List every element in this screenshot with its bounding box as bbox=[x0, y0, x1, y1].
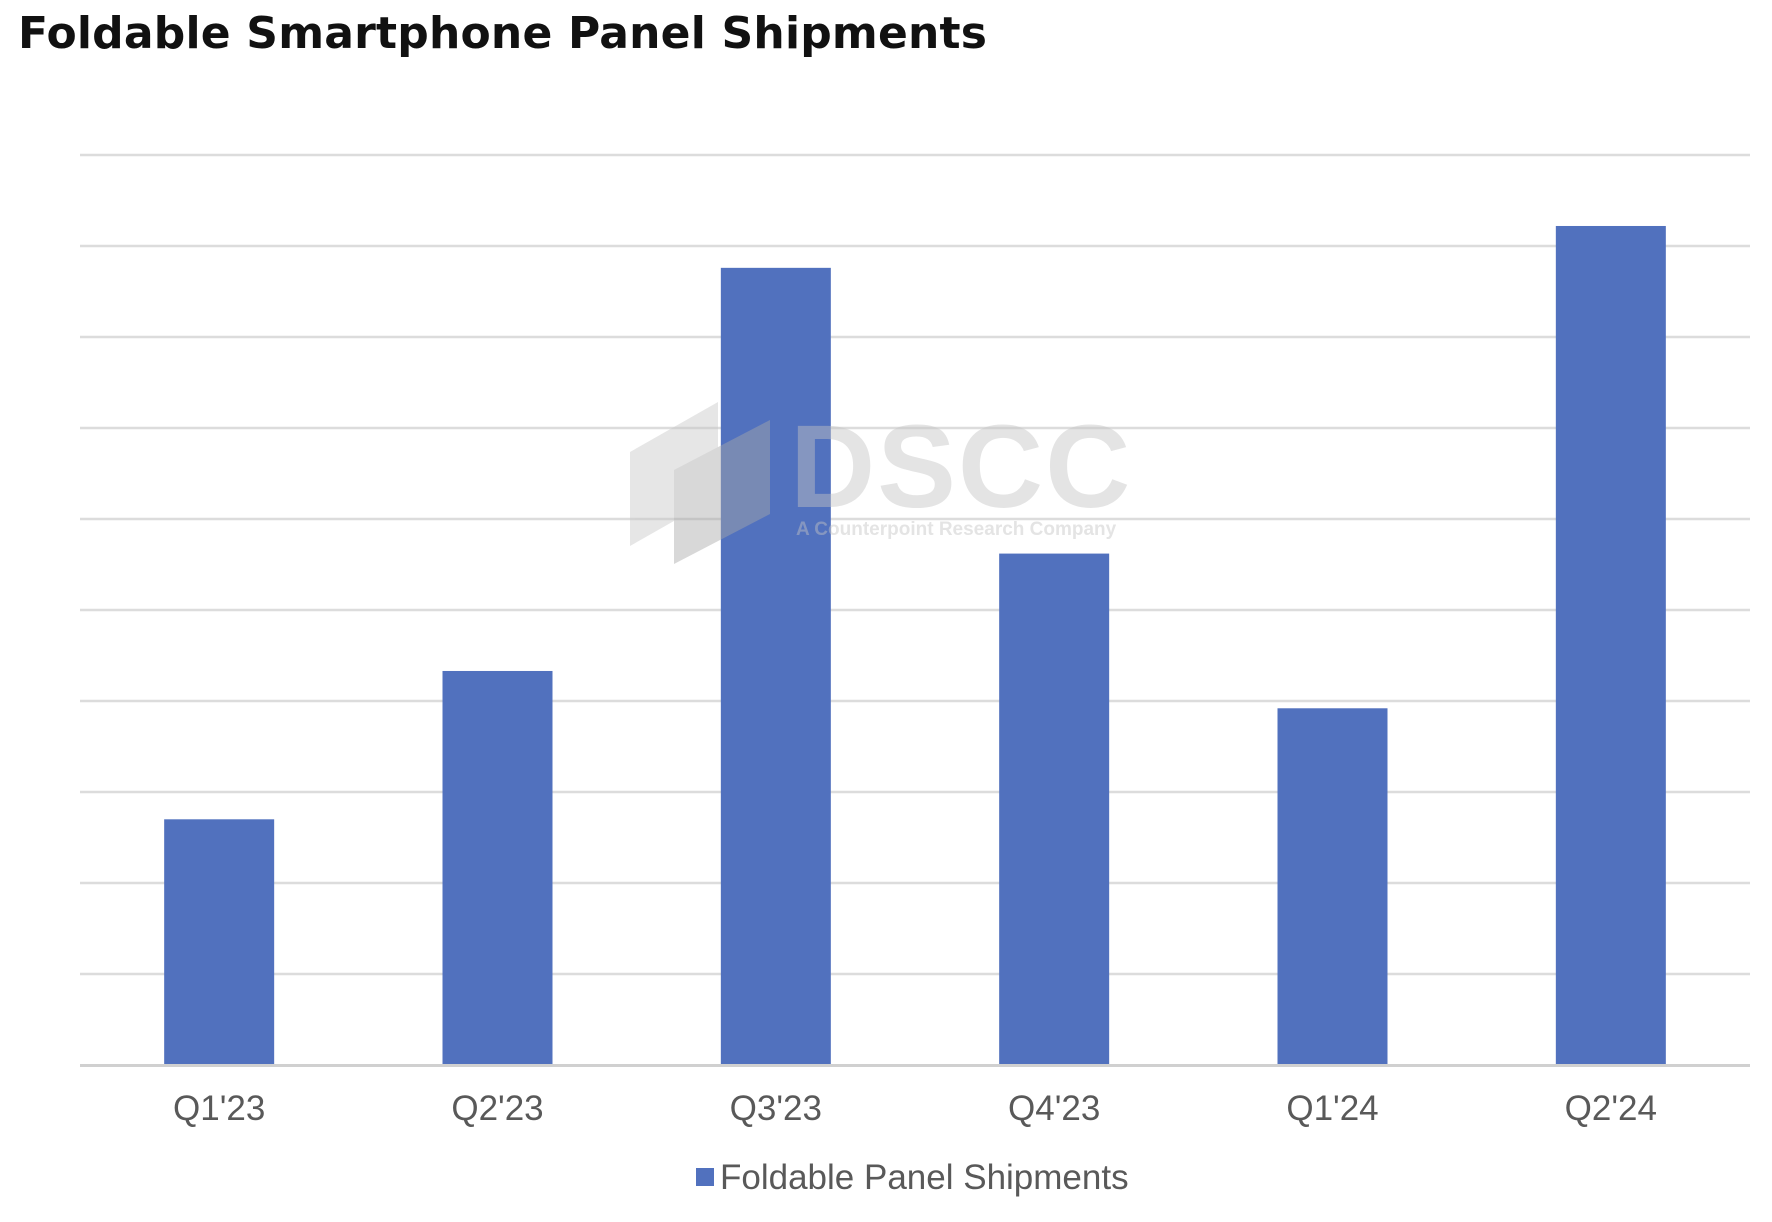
bar-q1-24 bbox=[1277, 708, 1388, 1065]
legend-swatch bbox=[696, 1168, 714, 1186]
x-tick-label: Q1'23 bbox=[173, 1089, 265, 1128]
x-axis-tick-labels: Q1'23 Q2'23 Q3'23 Q4'23 Q1'24 Q2'24 bbox=[173, 1089, 1657, 1128]
watermark-brand: DSCC bbox=[790, 401, 1132, 533]
bar-q1-23 bbox=[164, 819, 275, 1065]
x-tick-label: Q2'24 bbox=[1565, 1089, 1657, 1128]
bar-q2-24 bbox=[1555, 225, 1666, 1066]
watermark-cube-back bbox=[630, 402, 718, 546]
x-tick-label: Q3'23 bbox=[730, 1089, 822, 1128]
bar-q4-23 bbox=[999, 553, 1110, 1065]
watermark-cube-front bbox=[674, 420, 770, 564]
gridlines bbox=[80, 153, 1750, 976]
x-tick-label: Q4'23 bbox=[1008, 1089, 1100, 1128]
bars bbox=[164, 225, 1666, 1066]
watermark-tagline: A Counterpoint Research Company bbox=[796, 519, 1117, 540]
x-tick-label: Q2'23 bbox=[451, 1089, 543, 1128]
bar-q2-23 bbox=[442, 670, 553, 1065]
legend-label: Foldable Panel Shipments bbox=[720, 1158, 1129, 1197]
legend: Foldable Panel Shipments bbox=[696, 1158, 1129, 1197]
bar-q3-23 bbox=[720, 267, 831, 1066]
dscc-watermark-logo: DSCC A Counterpoint Research Company bbox=[630, 401, 1132, 564]
x-tick-label: Q1'24 bbox=[1286, 1089, 1378, 1128]
page-title: Foldable Smartphone Panel Shipments bbox=[18, 8, 988, 59]
